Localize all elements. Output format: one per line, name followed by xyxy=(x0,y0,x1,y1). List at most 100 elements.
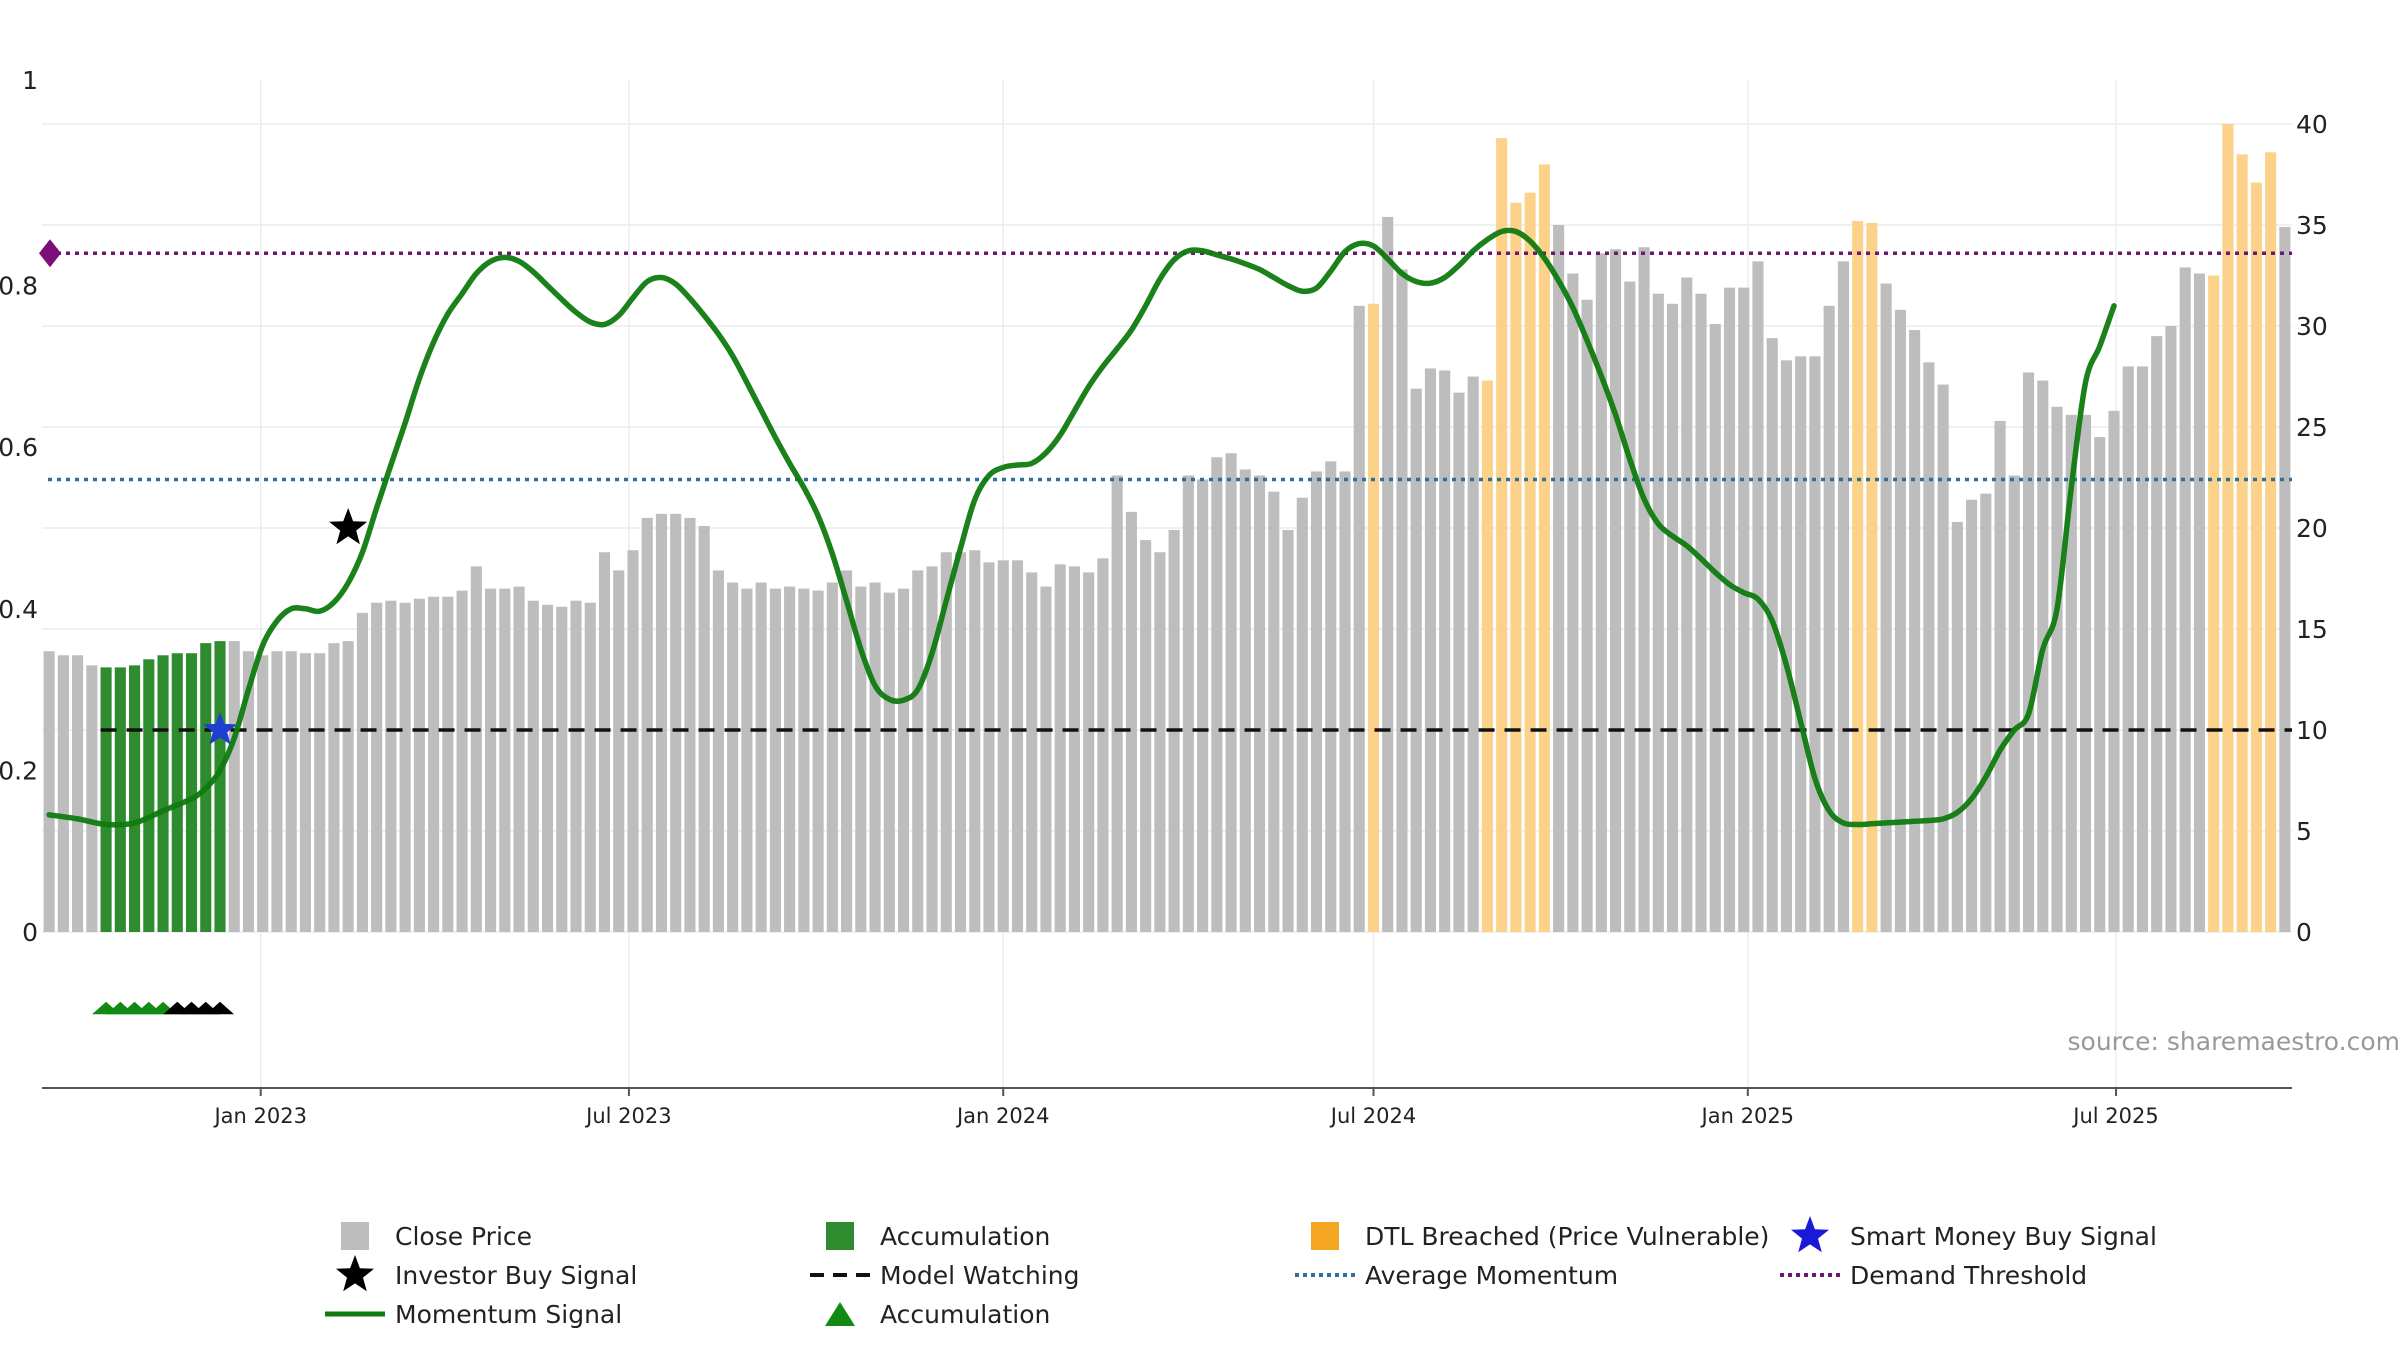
close-price-bar xyxy=(1296,497,1308,932)
left-tick-label: 0.8 xyxy=(0,272,38,301)
close-price-bar xyxy=(1011,560,1024,932)
close-price-bar xyxy=(641,517,653,932)
close-price-bar xyxy=(1339,471,1351,932)
close-price-bar xyxy=(1937,384,1949,933)
left-tick-label: 0.4 xyxy=(0,595,38,624)
accumulation-bar xyxy=(143,659,155,932)
close-price-bar xyxy=(385,600,397,932)
right-tick-label: 15 xyxy=(2296,615,2328,644)
momentum-signal-line xyxy=(46,227,2117,828)
close-price-bar xyxy=(541,604,554,932)
close-price-bar xyxy=(342,641,354,932)
close-price-bar xyxy=(1424,368,1437,932)
right-tick-label: 10 xyxy=(2296,716,2328,745)
close-price-bar xyxy=(897,588,910,932)
close-price-bar xyxy=(926,566,938,932)
dtl-breached-bar xyxy=(1510,202,1522,932)
close-price-bar xyxy=(727,582,739,932)
legend-item: Demand Threshold xyxy=(1780,1261,2087,1290)
close-price-bar xyxy=(1111,475,1123,932)
close-price-bar xyxy=(1581,299,1593,932)
close-price-bar xyxy=(1453,392,1465,932)
close-price-bar xyxy=(1681,277,1693,932)
close-price-bar xyxy=(285,651,297,932)
close-price-bar xyxy=(655,513,668,932)
legend-label: Model Watching xyxy=(880,1261,1080,1290)
legend-item: Accumulation xyxy=(825,1300,1050,1329)
accumulation-triangle-black xyxy=(206,1001,235,1015)
close-price-bar xyxy=(43,651,55,932)
left-tick-label: 0 xyxy=(22,918,38,947)
close-price-bar xyxy=(1254,475,1266,932)
close-price-bar xyxy=(1567,273,1579,933)
close-price-bar xyxy=(1610,249,1622,933)
x-tick-label: Jul 2024 xyxy=(1329,1104,1416,1128)
close-price-bar xyxy=(527,600,539,932)
close-price-bar xyxy=(1282,530,1294,932)
close-price-bar xyxy=(983,562,995,932)
close-price-bar xyxy=(1068,566,1080,932)
dtl-breached-bar xyxy=(1538,164,1550,932)
legend-label: Momentum Signal xyxy=(395,1300,622,1329)
close-price-bar xyxy=(2022,372,2035,933)
close-price-bar xyxy=(1553,225,1565,932)
close-price-bar xyxy=(712,570,724,932)
close-price-bar xyxy=(257,655,269,932)
legend-item: Close Price xyxy=(341,1222,532,1251)
accumulation-bar xyxy=(171,653,183,932)
legend-square-icon xyxy=(826,1222,854,1250)
close-price-bar xyxy=(1467,376,1479,932)
close-price-bar xyxy=(1353,305,1365,932)
close-price-bar xyxy=(969,550,981,932)
smart-money-buy-star xyxy=(202,712,238,745)
accumulation-bar xyxy=(114,667,126,932)
close-price-bar xyxy=(314,653,326,932)
legend-label: Accumulation xyxy=(880,1222,1050,1251)
close-price-bar xyxy=(598,552,611,932)
close-price-bar xyxy=(1624,281,1636,932)
legend-triangle-icon xyxy=(825,1302,855,1326)
close-price-bar xyxy=(2165,326,2177,932)
dtl-breached-bar xyxy=(1866,222,1878,933)
close-price-bar xyxy=(499,588,511,932)
close-price-bar xyxy=(2151,336,2163,933)
close-price-bar xyxy=(855,586,867,932)
close-price-bar xyxy=(271,651,283,932)
left-tick-label: 0.2 xyxy=(0,756,38,785)
accumulation-bar xyxy=(157,655,169,932)
close-price-bar xyxy=(570,600,582,932)
right-tick-label: 30 xyxy=(2296,312,2328,341)
reference-lines xyxy=(48,251,2292,732)
legend-star-icon xyxy=(336,1255,374,1292)
dtl-breached-bar xyxy=(1496,138,1508,932)
close-price-bar xyxy=(1766,338,1778,932)
close-price-bar xyxy=(1182,475,1194,932)
legend-square-icon xyxy=(341,1222,369,1250)
close-price-bar xyxy=(1225,453,1237,932)
legend-item: Investor Buy Signal xyxy=(336,1255,637,1292)
close-price-bar xyxy=(627,550,639,932)
right-tick-label: 0 xyxy=(2296,918,2312,947)
close-price-bar xyxy=(1709,323,1721,933)
close-price-bar xyxy=(798,588,810,932)
close-price-bar xyxy=(1026,572,1038,932)
close-price-bar xyxy=(769,588,781,932)
legend-label: Accumulation xyxy=(880,1300,1050,1329)
legend-label: Investor Buy Signal xyxy=(395,1261,637,1290)
close-price-bar xyxy=(670,513,682,932)
close-price-bar xyxy=(1310,471,1323,932)
close-price-bar xyxy=(442,596,454,932)
x-tick-label: Jan 2023 xyxy=(212,1104,307,1128)
accumulation-bar xyxy=(214,641,226,932)
legend-label: DTL Breached (Price Vulnerable) xyxy=(1365,1222,1769,1251)
close-price-bar xyxy=(413,598,425,932)
close-price-bar xyxy=(328,643,340,932)
legend-label: Close Price xyxy=(395,1222,532,1251)
price-bars xyxy=(43,124,2291,933)
close-price-bar xyxy=(399,602,411,932)
legend-item: DTL Breached (Price Vulnerable) xyxy=(1311,1222,1769,1251)
close-price-bar xyxy=(485,588,497,932)
close-price-bar xyxy=(1197,479,1209,932)
close-price-bar xyxy=(1652,293,1664,932)
close-price-bar xyxy=(513,586,525,932)
